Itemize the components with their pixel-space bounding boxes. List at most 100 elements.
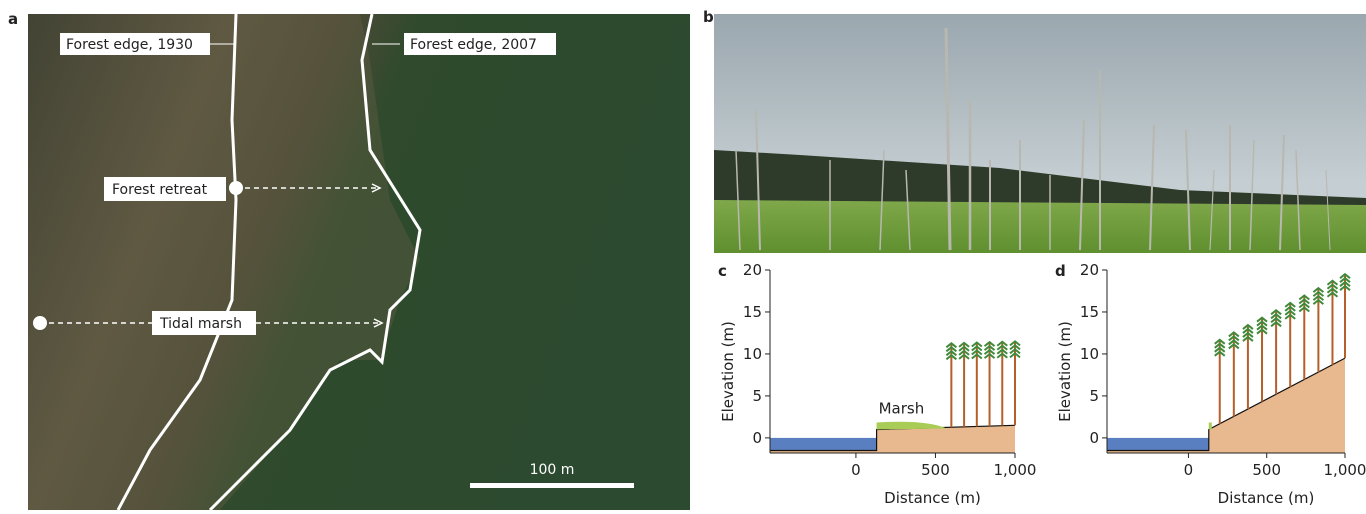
scale-bar [470, 483, 634, 488]
tree-crown [1326, 283, 1339, 290]
tree-crown [1270, 309, 1282, 316]
tree-crown [971, 345, 983, 352]
arrow-head [373, 318, 384, 328]
tree-crown [983, 352, 996, 359]
tree-crown [1284, 313, 1296, 320]
dead-tree [1185, 129, 1191, 251]
tree-crown [1284, 301, 1296, 308]
dead-tree [1149, 124, 1155, 251]
tree-crown [1312, 290, 1325, 297]
x-tick-label: 0 [1184, 461, 1194, 479]
tree-crown [1298, 298, 1310, 305]
tree-crown [1009, 344, 1021, 351]
x-tick-label: 500 [1252, 461, 1281, 479]
land-surface [770, 424, 1016, 452]
tree-crown [1242, 327, 1254, 334]
tree-crown [1256, 316, 1268, 323]
tree-crown [1298, 294, 1310, 301]
dead-tree [879, 149, 885, 251]
tree-crown [1326, 279, 1339, 286]
point [33, 316, 47, 330]
tree-crown [971, 341, 983, 348]
tree-crown [1312, 286, 1325, 293]
tree-crown [958, 345, 970, 352]
label: Forest edge, 2007 [410, 37, 537, 53]
dead-tree [1249, 139, 1255, 251]
dead-tree [1295, 149, 1301, 251]
tree-crown [996, 348, 1008, 355]
tree-crown [1242, 323, 1254, 330]
tree-crown [1214, 346, 1226, 353]
y-tick-label: 5 [1089, 387, 1099, 405]
dead-tree [944, 27, 952, 251]
y-tick-label: 20 [743, 261, 762, 279]
marsh [876, 421, 947, 430]
tree-crown [1214, 350, 1226, 357]
tree-crown [1298, 306, 1310, 313]
edge-1930-line [116, 13, 238, 511]
edge-2007-line [208, 13, 422, 512]
tree-crown [1326, 287, 1339, 294]
tree-crown [958, 349, 970, 356]
label-box [404, 33, 556, 55]
y-tick-label: 0 [1089, 429, 1099, 447]
tree-crown [1256, 324, 1268, 331]
dead-tree [1325, 169, 1331, 251]
scale-label: 100 m [530, 462, 575, 478]
point [229, 181, 243, 195]
dead-tree [755, 109, 761, 251]
tree-crown [996, 340, 1008, 347]
panel-letter: d [1055, 262, 1066, 280]
tree-crown [1284, 309, 1296, 316]
tree-crown [1270, 321, 1282, 328]
y-tick-label: 0 [752, 429, 762, 447]
dead-tree [1209, 169, 1215, 251]
tree-crown [1312, 298, 1325, 305]
tree-crown [1214, 338, 1226, 345]
tree-crown [1339, 280, 1351, 287]
tree-crown [1228, 335, 1240, 342]
tree-crown [1256, 328, 1268, 335]
panel-letter: b [703, 8, 714, 26]
marsh-area [28, 14, 420, 510]
annotation: Marsh [879, 399, 925, 417]
arrow-head [371, 183, 382, 193]
tree-crown [1312, 294, 1325, 301]
y-tick-label: 20 [1080, 261, 1099, 279]
tree-crown [958, 353, 970, 360]
dead-tree [1079, 119, 1085, 251]
tree-crown [996, 344, 1008, 351]
tree-crown [945, 346, 957, 353]
tree-crown [1284, 305, 1296, 312]
tree-crown [983, 348, 996, 355]
label: Tidal marsh [159, 316, 242, 332]
y-tick-label: 10 [1080, 345, 1099, 363]
panel-letter: a [8, 10, 18, 28]
tree-crown [1270, 317, 1282, 324]
marsh [1208, 422, 1212, 430]
water [770, 437, 877, 451]
x-tick-label: 1,000 [994, 461, 1037, 479]
tree-crown [1242, 335, 1254, 342]
tree-crown [1256, 320, 1268, 327]
land [1107, 358, 1345, 453]
tree-crown [1339, 284, 1351, 291]
label-box [152, 311, 256, 335]
tree-crown [1214, 342, 1226, 349]
x-tick-label: 0 [851, 461, 861, 479]
y-tick-label: 10 [743, 345, 762, 363]
tree-crown [971, 349, 983, 356]
tree-crown [983, 340, 996, 347]
tree-crown [996, 352, 1008, 359]
tree-crown [1228, 339, 1240, 346]
y-tick-label: 15 [743, 303, 762, 321]
tree-crown [1339, 272, 1351, 279]
marsh-grass [714, 200, 1366, 253]
tree-crown [983, 344, 996, 351]
dead-trees [735, 27, 1331, 251]
tree-crown [1326, 291, 1339, 298]
label: Forest edge, 1930 [66, 37, 193, 53]
y-tick-label: 5 [752, 387, 762, 405]
tree-crown [1298, 302, 1310, 309]
